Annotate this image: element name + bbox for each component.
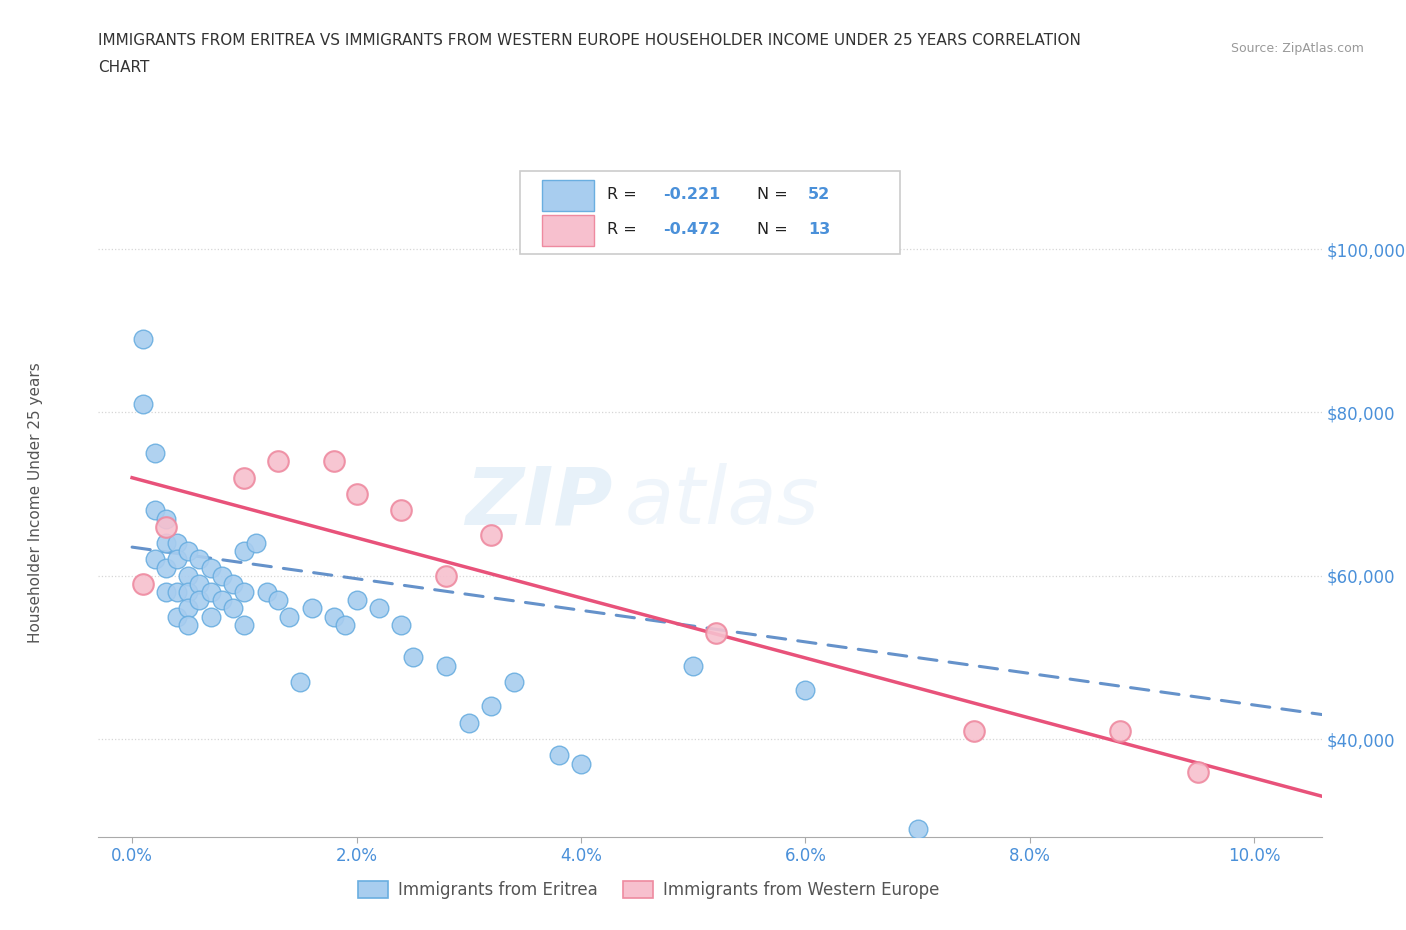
Point [245, 536, 267, 551]
Point [290, 674, 312, 689]
Point [222, 601, 245, 616]
Point [391, 503, 413, 518]
Point [166, 551, 188, 566]
Text: R =: R = [607, 187, 637, 202]
Point [569, 756, 592, 771]
Point [188, 551, 211, 566]
Point [346, 486, 368, 501]
Point [132, 331, 155, 346]
Point [211, 592, 233, 607]
Point [682, 658, 704, 673]
Point [368, 601, 391, 616]
Point [704, 625, 727, 640]
Point [211, 568, 233, 583]
Point [1108, 724, 1130, 738]
Text: R =: R = [607, 221, 637, 236]
Point [200, 585, 222, 600]
Point [346, 592, 368, 607]
Point [434, 658, 457, 673]
Text: Source: ZipAtlas.com: Source: ZipAtlas.com [1230, 42, 1364, 55]
Point [335, 618, 357, 632]
Point [177, 544, 200, 559]
Text: CHART: CHART [98, 60, 150, 75]
Text: N =: N = [756, 221, 787, 236]
Point [233, 471, 256, 485]
FancyBboxPatch shape [543, 180, 593, 211]
Point [502, 674, 524, 689]
Point [166, 536, 188, 551]
Point [177, 601, 200, 616]
Point [188, 592, 211, 607]
Point [155, 560, 177, 575]
Point [267, 592, 290, 607]
Point [155, 512, 177, 526]
Text: -0.221: -0.221 [664, 187, 721, 202]
Point [479, 527, 502, 542]
Point [155, 585, 177, 600]
Text: IMMIGRANTS FROM ERITREA VS IMMIGRANTS FROM WESTERN EUROPE HOUSEHOLDER INCOME UND: IMMIGRANTS FROM ERITREA VS IMMIGRANTS FR… [98, 33, 1081, 47]
Point [256, 585, 278, 600]
Point [233, 544, 256, 559]
Point [132, 577, 155, 591]
Text: 13: 13 [808, 221, 830, 236]
Text: N =: N = [756, 187, 787, 202]
Point [200, 609, 222, 624]
Point [401, 650, 423, 665]
Point [794, 683, 817, 698]
Point [907, 821, 929, 836]
Point [278, 609, 301, 624]
Point [177, 618, 200, 632]
Point [323, 609, 346, 624]
Point [323, 454, 346, 469]
Point [166, 609, 188, 624]
Text: Householder Income Under 25 years: Householder Income Under 25 years [28, 362, 42, 643]
Point [155, 519, 177, 534]
Point [143, 445, 166, 460]
Point [177, 585, 200, 600]
FancyBboxPatch shape [543, 215, 593, 246]
Point [267, 454, 290, 469]
Point [143, 551, 166, 566]
Text: atlas: atlas [624, 463, 820, 541]
Point [391, 618, 413, 632]
Point [301, 601, 323, 616]
Point [457, 715, 479, 730]
Point [200, 560, 222, 575]
Point [177, 568, 200, 583]
Point [155, 536, 177, 551]
Point [222, 577, 245, 591]
Point [1187, 764, 1209, 779]
Point [166, 585, 188, 600]
Point [233, 618, 256, 632]
Point [547, 748, 569, 763]
Point [479, 699, 502, 714]
Point [434, 568, 457, 583]
Text: 52: 52 [808, 187, 830, 202]
Legend: Immigrants from Eritrea, Immigrants from Western Europe: Immigrants from Eritrea, Immigrants from… [352, 874, 946, 906]
Point [143, 503, 166, 518]
Point [233, 585, 256, 600]
Point [188, 577, 211, 591]
Text: ZIP: ZIP [465, 463, 612, 541]
Point [132, 397, 155, 412]
Text: -0.472: -0.472 [664, 221, 721, 236]
Point [963, 724, 986, 738]
FancyBboxPatch shape [520, 171, 900, 255]
